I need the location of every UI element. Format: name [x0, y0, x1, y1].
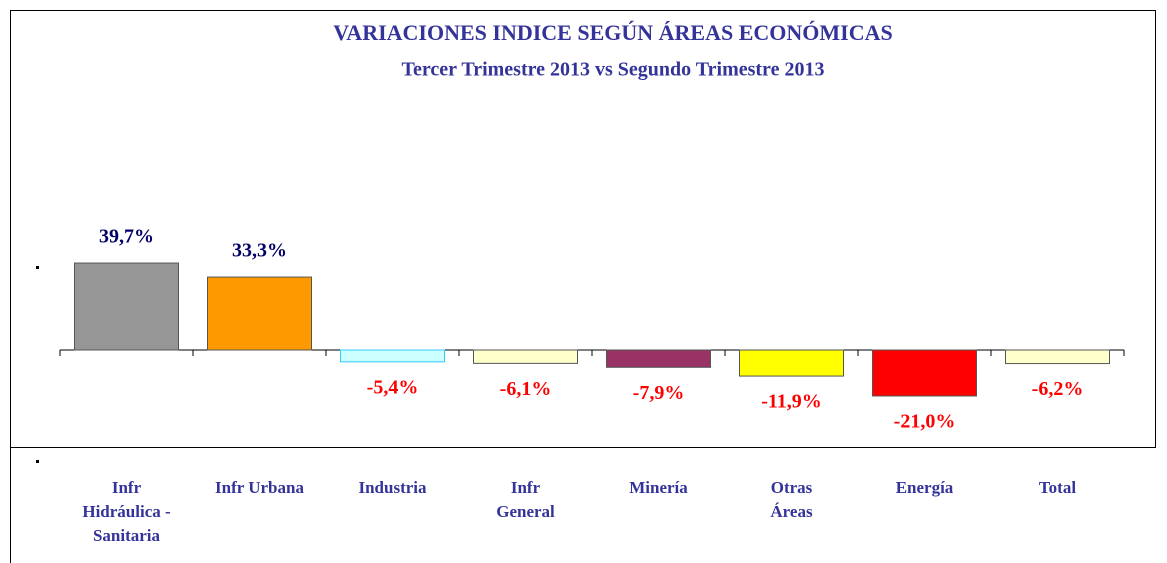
x-tick-label: Industria: [358, 478, 427, 497]
bar: [340, 349, 445, 363]
bar: [606, 349, 711, 368]
axis-dot: [36, 460, 39, 463]
axis-dot: [36, 266, 39, 269]
chart-title: VARIACIONES INDICE SEGÚN ÁREAS ECONÓMICA…: [333, 20, 892, 45]
value-label: 39,7%: [99, 226, 154, 248]
value-label: -7,9%: [633, 382, 685, 404]
bar: [739, 349, 844, 377]
x-tick-label: Minería: [629, 478, 688, 497]
value-label: -6,2%: [1032, 378, 1084, 400]
x-tick-label: Infr General: [496, 478, 555, 521]
bar: [872, 349, 977, 397]
bar: [473, 349, 578, 364]
bar: [207, 276, 312, 351]
bar: [1005, 349, 1110, 365]
value-label: -21,0%: [894, 411, 956, 433]
value-label: -5,4%: [367, 376, 419, 398]
x-tick-label: Otras Áreas: [770, 478, 813, 521]
chart-frame: [10, 10, 1156, 448]
value-label: 33,3%: [232, 240, 287, 262]
value-label: -11,9%: [761, 391, 822, 413]
x-tick-label: Infr Urbana: [215, 478, 304, 497]
value-label: -6,1%: [500, 378, 552, 400]
x-tick-label: Total: [1038, 478, 1077, 497]
x-tick-label: Energía: [895, 478, 954, 497]
bar: [74, 262, 179, 351]
x-tick-label: Infr Hidráulica - Sanitaria: [82, 478, 171, 545]
chart-subtitle: Tercer Trimestre 2013 vs Segundo Trimest…: [402, 59, 825, 81]
